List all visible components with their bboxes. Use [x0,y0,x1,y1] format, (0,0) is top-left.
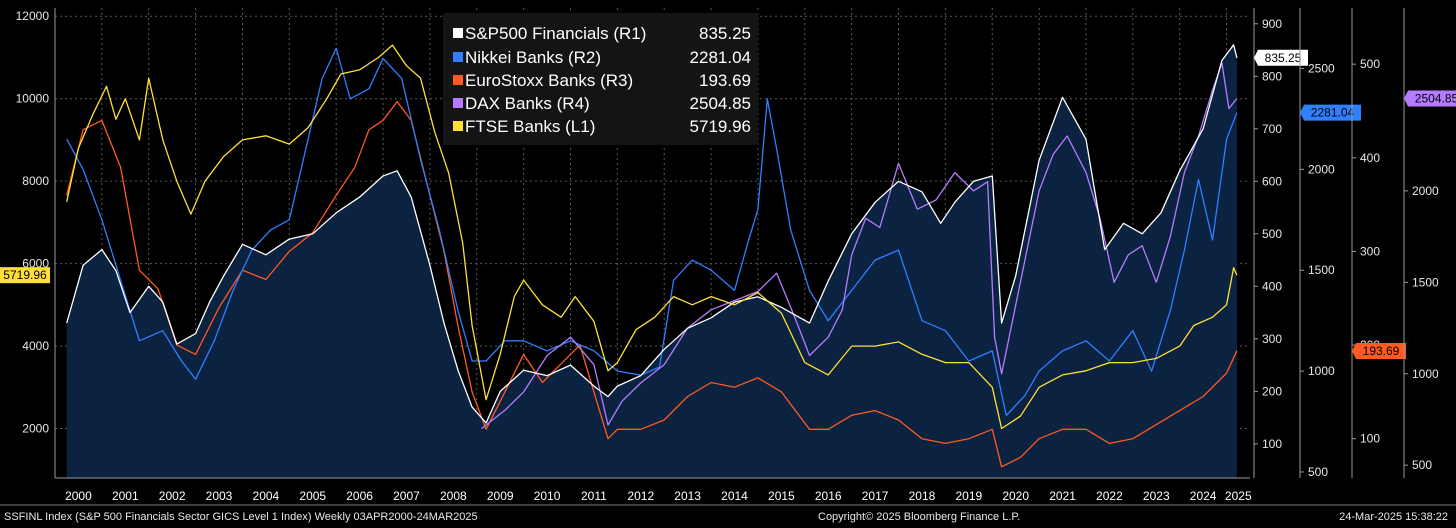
y-tick-label-r4: 500 [1412,458,1432,472]
line-nikkei-banks [66,47,1238,417]
y-tick-label-r1: 500 [1262,227,1282,241]
last-value-badge-r1 [1254,49,1308,66]
y-tick-label-r3: 300 [1360,244,1380,258]
legend-swatch [453,98,463,108]
y-tick-label-r1: 100 [1262,437,1282,451]
legend-swatch [453,75,463,85]
y-tick-label-r2: 2500 [1308,62,1335,76]
y-tick-label-r3: 100 [1360,432,1380,446]
x-tick-label: 2013 [674,489,701,503]
x-tick-label: 2021 [1049,489,1076,503]
last-value-label-l1: 5719.96 [3,268,47,282]
y-tick-label-r1: 900 [1262,17,1282,31]
legend-item: S&P500 Financials (R1) 835.25 [451,22,751,45]
legend-series-name: S&P500 Financials (R1) [465,24,647,43]
plot-series [66,44,1238,479]
line-sp500-financials [66,44,1238,424]
x-tick-label: 2016 [815,489,842,503]
x-tick-label: 2000 [65,489,92,503]
line-eurostoxx-banks [66,100,1238,468]
y-tick-label-r2: 500 [1308,465,1328,479]
legend-series-value: 5719.96 [689,117,751,136]
y-tick-label-l1: 12000 [16,9,50,23]
x-tick-label: 2004 [253,489,280,503]
x-tick-label: 2023 [1143,489,1170,503]
legend-item: Nikkei Banks (R2) 2281.04 [451,46,751,69]
y-tick-label-r1: 800 [1262,69,1282,83]
legend-series-value: 2504.85 [689,94,751,113]
legend-series-value: 2281.04 [689,48,751,67]
legend-swatch [453,52,463,62]
last-value-badge-r2 [1300,104,1361,121]
y-tick-label-r3: 400 [1360,151,1380,165]
x-tick-label: 2019 [955,489,982,503]
x-tick-label: 2022 [1096,489,1123,503]
x-tick-label: 2010 [534,489,561,503]
footer-timestamp: 24-Mar-2025 15:38:22 [1339,511,1448,523]
x-tick-label: 2017 [862,489,889,503]
last-value-badge-r4 [1404,90,1456,107]
footer-index-description: SSFINL Index (S&P 500 Financials Sector … [4,511,478,523]
y-tick-label-r2: 2000 [1308,162,1335,176]
x-tick-label: 2011 [581,489,607,503]
last-value-badge-r3 [1352,342,1406,359]
last-value-badge-l1 [0,267,50,284]
y-tick-label-r2: 1000 [1308,364,1335,378]
x-tick-label: 2024 [1190,489,1217,503]
axes: 200040006000800010000120005719.961002003… [0,8,1456,506]
x-tick-label: 2012 [627,489,654,503]
x-tick-label: 2018 [909,489,936,503]
y-tick-label-l1: 2000 [22,422,49,436]
legend-series-value: 193.69 [699,71,751,90]
y-tick-label-r1: 300 [1262,332,1282,346]
x-tick-label: 2008 [440,489,467,503]
legend-item: FTSE Banks (L1) 5719.96 [451,115,751,138]
y-tick-label-r1: 600 [1262,174,1282,188]
y-tick-label-r1: 700 [1262,122,1282,136]
x-tick-label: 2006 [346,489,373,503]
x-tick-label: 2015 [768,489,795,503]
x-tick-label: 2002 [159,489,186,503]
footer-copyright: Copyright© 2025 Bloomberg Finance L.P. [818,511,1021,523]
x-tick-label: 2007 [393,489,420,503]
x-tick-label: 2005 [299,489,326,503]
legend-series-name: FTSE Banks (L1) [465,117,596,136]
x-tick-label: 2003 [206,489,233,503]
y-tick-label-r4: 1500 [1412,275,1439,289]
x-tick-label: 2014 [721,489,748,503]
legend-series-value: 835.25 [699,24,751,43]
y-tick-label-l1: 4000 [22,339,49,353]
line-ftse-banks [66,44,1238,430]
legend-series-name: Nikkei Banks (R2) [465,48,602,67]
y-tick-label-r3: 500 [1360,57,1380,71]
y-tick-label-r1: 200 [1262,384,1282,398]
legend: S&P500 Financials (R1) 835.25 Nikkei Ban… [443,13,758,145]
y-tick-label-r1: 400 [1262,279,1282,293]
y-tick-label-l1: 6000 [22,257,49,271]
legend-item: DAX Banks (R4) 2504.85 [451,92,751,115]
legend-series-name: EuroStoxx Banks (R3) [465,71,634,90]
x-tick-label: 2025 [1225,489,1252,503]
legend-swatch [453,121,463,131]
x-tick-label: 2001 [112,489,139,503]
legend-swatch [453,28,463,38]
x-tick-label: 2009 [487,489,514,503]
last-value-label-r4: 2504.85 [1415,92,1456,106]
line-dax-banks [481,62,1238,430]
y-tick-label-l1: 8000 [22,174,49,188]
legend-item: EuroStoxx Banks (R3) 193.69 [451,69,751,92]
legend-series-name: DAX Banks (R4) [465,94,590,113]
last-value-label-r3: 193.69 [1363,344,1400,358]
x-tick-label: 2020 [1002,489,1029,503]
y-tick-label-r4: 2000 [1412,184,1439,198]
last-value-label-r1: 835.25 [1265,51,1302,65]
y-tick-label-l1: 10000 [16,92,50,106]
y-tick-label-r2: 1500 [1308,263,1335,277]
y-tick-label-r4: 1000 [1412,367,1439,381]
area-sp500-financials [66,44,1237,479]
last-value-label-r2: 2281.04 [1311,106,1355,120]
